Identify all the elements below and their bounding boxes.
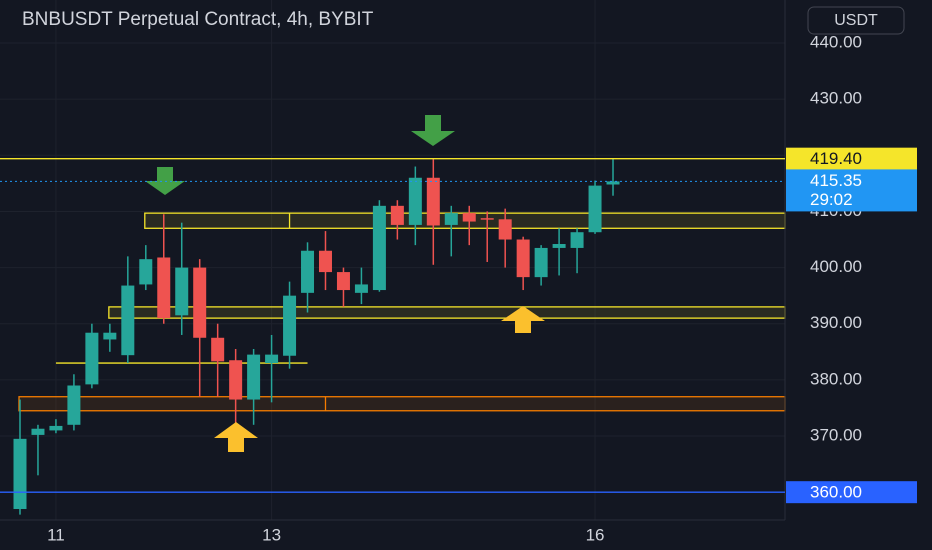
y-tick-label: 380.00 (810, 369, 862, 388)
candle-body (67, 385, 81, 425)
zone (18, 396, 786, 412)
y-tick-label: 440.00 (810, 32, 862, 51)
candle-body (552, 244, 566, 248)
candle-body (121, 285, 135, 356)
y-tick-label: 400.00 (810, 257, 862, 276)
x-tick-label: 13 (262, 525, 281, 544)
candle-body (211, 337, 225, 362)
x-tick-label: 16 (586, 525, 605, 544)
last-price-label: 415.35 (810, 171, 862, 190)
y-tick-label: 430.00 (810, 89, 862, 108)
candle-body (103, 332, 117, 340)
candle-body (283, 295, 297, 356)
candle-body (301, 250, 315, 293)
candle-body (85, 332, 99, 385)
chart-title: BNBUSDT Perpetual Contract, 4h, BYBIT (22, 9, 374, 30)
level-label-box (786, 147, 917, 170)
candle-body (462, 213, 476, 222)
arrow-up (214, 306, 545, 452)
candle-body (175, 267, 189, 316)
candle-body (570, 232, 584, 248)
countdown-label: 29:02 (810, 190, 853, 209)
candle-body (157, 257, 171, 319)
candle-body (229, 360, 243, 400)
x-tick-label: 11 (47, 525, 65, 544)
candle-body (606, 181, 620, 185)
candle-body (516, 239, 530, 278)
candle-body (444, 213, 458, 225)
y-tick-label: 390.00 (810, 313, 862, 332)
candle-body (139, 259, 153, 285)
level-label: 360.00 (810, 483, 862, 502)
candle-body (13, 438, 27, 510)
level-label: 419.40 (810, 149, 862, 168)
candle-body (588, 185, 602, 233)
candle-body (265, 354, 279, 364)
candle-body (336, 272, 350, 291)
candle-body (193, 267, 207, 338)
last-price-box (786, 169, 917, 212)
zone (108, 306, 786, 319)
y-tick-label: 370.00 (810, 426, 862, 445)
candle-body (390, 205, 404, 225)
currency-button[interactable] (807, 6, 905, 35)
candle-body (49, 425, 63, 431)
candle-body (31, 428, 45, 435)
currency-label[interactable]: USDT (834, 12, 878, 29)
candle-body (408, 177, 422, 225)
candle-body (247, 354, 261, 400)
level-label-box (786, 481, 917, 504)
candle-body (318, 250, 332, 273)
candle-body (426, 177, 440, 226)
candle-body (534, 247, 548, 278)
candle-body (498, 219, 512, 240)
candle-body (354, 284, 368, 293)
candle-body (480, 218, 494, 220)
candle-body (372, 205, 386, 291)
